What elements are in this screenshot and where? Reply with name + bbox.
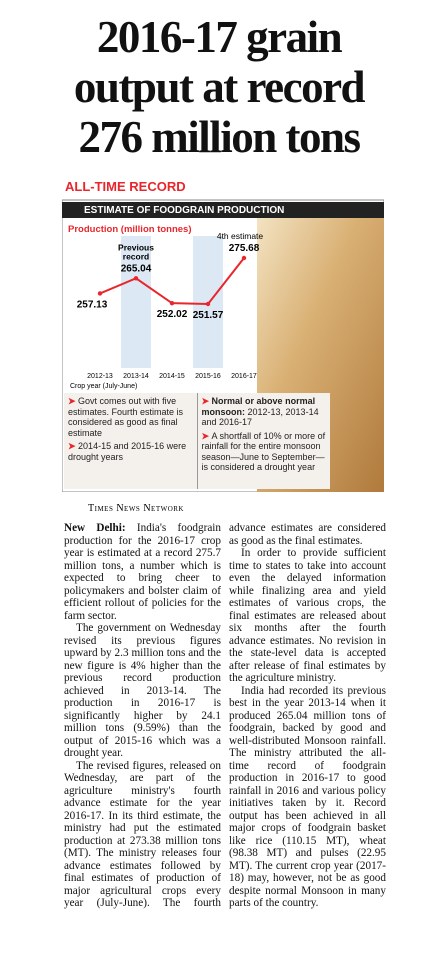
x-tick-label: 2016-17: [231, 373, 257, 380]
notes-left: ➤ Govt comes out with five estimates. Fo…: [64, 393, 197, 489]
point: [169, 300, 175, 306]
arrow: ➤: [68, 396, 79, 406]
paragraph: New Delhi: India's foodgrain production …: [64, 522, 221, 622]
paragraph-text: The government on Wednesday revised its …: [64, 622, 221, 759]
headline-line: output at record: [73, 62, 366, 112]
arrow: ➤: [68, 441, 79, 451]
note-bold: Normal or above normal monsoon:: [201, 396, 316, 417]
x-tick-label: 2013-14: [123, 373, 149, 380]
note-text: 2012-13, 2013-14 and 2016-17: [201, 406, 319, 428]
notes: ➤ Govt comes out with five estimates. Fo…: [64, 393, 330, 489]
article: New Delhi: India's foodgrain production …: [64, 522, 386, 952]
value-label: 251.57: [193, 310, 224, 321]
headline-line: 2016-17 grain: [96, 12, 343, 62]
annotation: 4th estimate: [217, 231, 264, 241]
chart-label: ALL-TIME RECORD: [65, 180, 186, 194]
note-text: Govt comes out with five estimates. Four…: [68, 396, 184, 438]
paragraph-text: The revised figures, released on Wednesd…: [64, 522, 386, 909]
highlight-band: [121, 236, 151, 368]
arrow: ➤: [201, 396, 212, 406]
value-label: 265.04: [121, 263, 152, 274]
paragraph-text: India had recorded its previous best in …: [229, 684, 386, 910]
headline: 2016-17 grain output at record 276 million…: [0, 12, 438, 162]
note: ➤ Normal or above normal monsoon: 2012-1…: [202, 396, 327, 428]
chart-subtitle: Production (million tonnes): [68, 224, 192, 235]
paragraph: In order to provide sufficient time to s…: [229, 547, 386, 685]
point: [133, 276, 139, 281]
x-tick-label: 2012-13: [87, 373, 113, 380]
value-label: 257.13: [77, 299, 108, 310]
note: ➤ A shortfall of 10% or more of rainfall…: [202, 431, 327, 473]
x-tick-label: 2015-16: [195, 373, 221, 380]
value-label: 275.68: [229, 243, 260, 254]
point: [97, 291, 103, 296]
byline: Times News Network: [88, 503, 184, 514]
paragraph: The revised figures, released on Wednesd…: [64, 522, 386, 910]
point: [205, 301, 211, 307]
dateline: New Delhi:: [64, 522, 126, 534]
note-text: A shortfall of 10% or more of rainfall f…: [201, 430, 326, 473]
x-axis-label: Crop year (July-June): [70, 383, 137, 390]
paragraph: The government on Wednesday revised its …: [64, 622, 221, 760]
note-text: 2014-15 and 2015-16 were drought years: [68, 441, 187, 462]
headline-line: 276 million tons: [78, 112, 361, 162]
x-tick-label: 2014-15: [159, 373, 185, 380]
arrow: ➤: [201, 430, 212, 441]
point: [241, 255, 247, 261]
paragraph: India had recorded its previous best in …: [229, 685, 386, 910]
value-label: 252.02: [157, 309, 188, 320]
paragraph-text: In order to provide sufficient time to s…: [229, 547, 386, 684]
note: ➤ 2014-15 and 2015-16 were drought years: [68, 441, 193, 462]
notes-right: ➤ Normal or above normal monsoon: 2012-1…: [196, 393, 331, 489]
annotation: Previous record: [118, 242, 154, 261]
chart-title: ESTIMATE OF FOODGRAIN PRODUCTION: [84, 205, 284, 216]
title-bar: [62, 202, 384, 218]
note: ➤ Govt comes out with five estimates. Fo…: [68, 396, 193, 438]
paragraph-text: India's foodgrain production for the 201…: [64, 522, 221, 622]
